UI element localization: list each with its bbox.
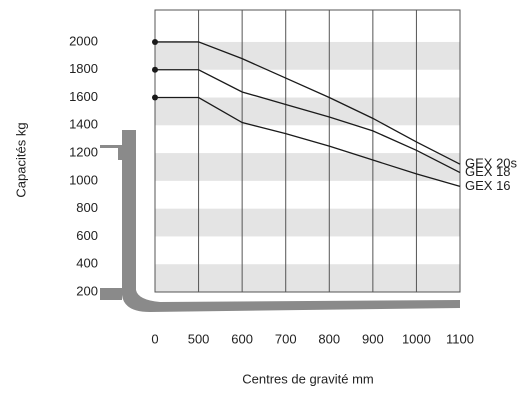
y-tick-label: 800 <box>76 200 98 215</box>
y-tick-label: 1200 <box>69 145 98 160</box>
x-tick-label: 1100 <box>446 331 474 346</box>
band <box>155 153 460 181</box>
x-tick-label: 500 <box>188 331 210 346</box>
y-tick-label: 200 <box>76 283 98 298</box>
x-tick-label: 600 <box>231 331 253 346</box>
series-line <box>155 41 461 165</box>
band <box>155 208 460 237</box>
band <box>155 264 460 292</box>
x-tick-label: 700 <box>275 331 297 346</box>
x-axis-label: Centres de gravité mm <box>242 371 374 386</box>
x-tick-label: 0 <box>151 331 158 346</box>
y-tick-label: 1600 <box>69 89 98 104</box>
start-dot <box>152 66 158 73</box>
x-tick-label: 900 <box>362 331 384 346</box>
series-line <box>155 69 461 174</box>
y-tick-label: 600 <box>76 228 98 243</box>
series-label: GEX 16 <box>465 178 511 193</box>
y-tick-label: 2000 <box>69 33 98 48</box>
series-label: GEX 20s <box>465 156 518 171</box>
y-tick-label: 1800 <box>69 61 98 76</box>
y-tick-label: 1000 <box>69 172 98 187</box>
band <box>155 97 460 126</box>
fork-heel <box>100 288 122 300</box>
y-tick-label: 1400 <box>69 117 98 132</box>
start-dot <box>152 38 158 45</box>
plot-frame <box>154 9 461 293</box>
y-tick-label: 400 <box>76 256 98 271</box>
band <box>155 41 460 70</box>
x-tick-label: 1000 <box>402 331 431 346</box>
start-dot <box>152 94 158 101</box>
series-line <box>155 96 461 188</box>
series-label: GEX 18 <box>465 164 511 179</box>
x-tick-label: 800 <box>318 331 340 346</box>
y-axis-label: Capacités kg <box>13 122 28 197</box>
